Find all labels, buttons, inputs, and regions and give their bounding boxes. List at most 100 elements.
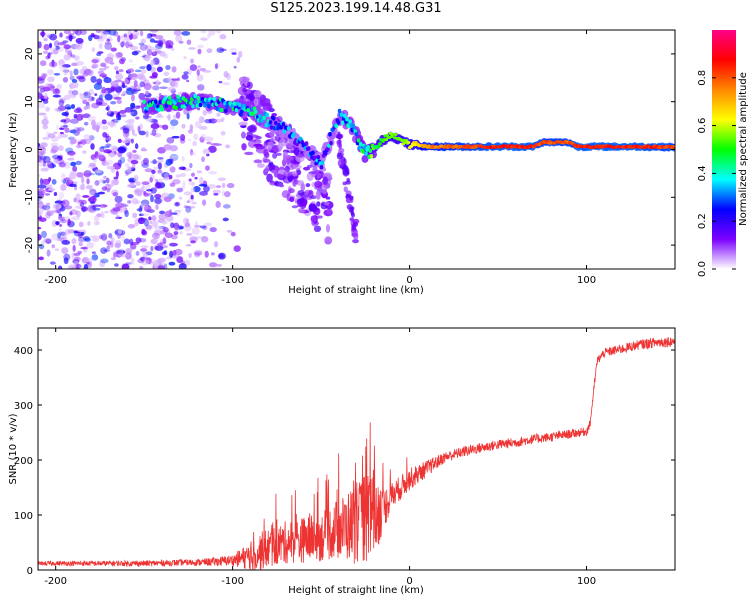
signal-blob [351, 212, 356, 218]
noise-blob [64, 205, 73, 210]
noise-blob [118, 252, 127, 257]
noise-blob [145, 130, 149, 138]
noise-blob [62, 76, 69, 83]
noise-blob [233, 65, 237, 69]
noise-blob [158, 41, 163, 47]
noise-blob [205, 165, 210, 171]
signal-blob [281, 190, 290, 199]
noise-blob [98, 42, 103, 50]
signal-blob [352, 239, 359, 244]
signal-blob [256, 163, 265, 168]
noise-blob [186, 112, 190, 120]
noise-blob [153, 231, 159, 237]
noise-blob [150, 59, 155, 66]
noise-blob [94, 180, 100, 186]
noise-blob [45, 55, 50, 60]
noise-blob [225, 144, 231, 149]
x-tick-label: 100 [577, 576, 596, 587]
noise-blob [132, 212, 138, 219]
signal-blob [305, 183, 311, 188]
noise-blob [139, 30, 144, 37]
noise-blob [128, 59, 133, 63]
noise-blob [63, 54, 71, 61]
ridge-mark [339, 112, 344, 117]
noise-blob [74, 260, 79, 267]
noise-blob [114, 86, 123, 93]
noise-blob [151, 169, 156, 175]
noise-blob [43, 237, 52, 243]
noise-blob [112, 192, 119, 197]
signal-blob [263, 158, 271, 163]
noise-blob [193, 186, 201, 193]
ridge-mark [279, 125, 283, 130]
noise-blob [154, 225, 163, 232]
noise-blob [143, 76, 147, 83]
noise-blob [132, 149, 137, 153]
ridge-mark [264, 123, 269, 128]
noise-blob [178, 196, 183, 200]
noise-blob [165, 40, 174, 48]
noise-blob [96, 78, 103, 85]
noise-blob [38, 226, 42, 230]
noise-blob [62, 40, 69, 44]
noise-blob [117, 138, 122, 143]
noise-blob [47, 188, 56, 192]
noise-blob [109, 120, 114, 128]
noise-blob [99, 260, 106, 268]
noise-blob [75, 193, 81, 201]
signal-blob [322, 176, 328, 186]
noise-blob [119, 41, 128, 47]
noise-blob [75, 144, 83, 149]
noise-blob [221, 182, 226, 189]
noise-blob [70, 104, 76, 110]
noise-blob [165, 158, 173, 166]
signal-blob [272, 152, 278, 159]
noise-blob [124, 169, 132, 175]
ridge-mark [240, 109, 244, 114]
noise-blob [80, 246, 89, 250]
noise-blob [38, 78, 45, 84]
noise-blob [93, 192, 100, 198]
noise-blob [113, 96, 122, 100]
noise-blob [169, 166, 176, 173]
noise-blob [212, 189, 222, 194]
noise-blob [182, 217, 189, 225]
noise-blob [139, 205, 143, 210]
noise-blob [106, 165, 116, 170]
noise-blob [217, 252, 226, 260]
noise-blob [188, 138, 192, 142]
signal-blob [299, 202, 307, 209]
noise-blob [208, 171, 217, 175]
ridge-mark [224, 108, 228, 114]
noise-blob [194, 176, 198, 180]
noise-blob [127, 44, 134, 47]
noise-blob [78, 200, 83, 203]
noise-blob [90, 143, 95, 150]
signal-blob [289, 196, 295, 202]
noise-blob [135, 116, 140, 120]
noise-blob [145, 118, 153, 122]
noise-blob [46, 69, 54, 75]
signal-blob [321, 188, 328, 195]
ridge-mark [152, 103, 157, 108]
noise-blob [153, 40, 159, 44]
noise-blob [142, 183, 151, 191]
noise-blob [152, 85, 160, 91]
noise-blob [46, 249, 51, 257]
ridge-mark [164, 103, 169, 109]
spectrogram-x-axis-label: Height of straight line (km) [288, 285, 424, 296]
noise-blob [138, 206, 143, 213]
noise-blob [97, 38, 105, 42]
noise-blob [42, 124, 49, 130]
ridge-mark [167, 95, 172, 100]
noise-blob [181, 74, 189, 80]
noise-blob [80, 206, 89, 212]
noise-blob [60, 67, 69, 73]
noise-blob [222, 204, 231, 209]
noise-blob [56, 84, 63, 90]
noise-blob [199, 225, 207, 229]
noise-blob [174, 226, 179, 231]
noise-blob [73, 55, 80, 61]
noise-blob [61, 64, 71, 68]
